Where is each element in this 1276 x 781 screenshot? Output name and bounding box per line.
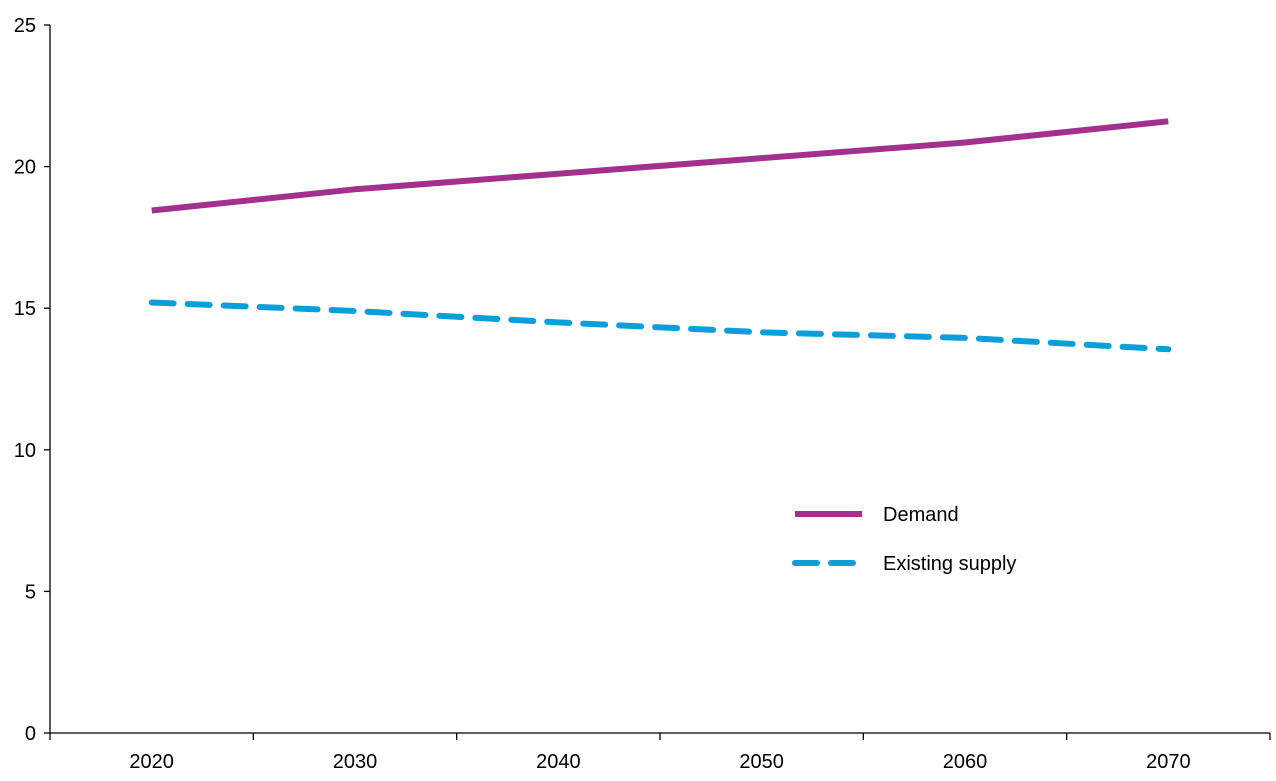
x-tick-label: 2030 (333, 751, 378, 773)
y-tick-label: 0 (25, 723, 36, 745)
legend-label-0: Demand (883, 504, 959, 526)
legend: Demand Existing supply (792, 504, 1016, 575)
y-axis: 0 5 10 15 20 25 (14, 15, 51, 745)
y-tick-label: 20 (14, 157, 36, 179)
series-lines (148, 118, 1172, 353)
y-tick-label: 15 (14, 298, 36, 320)
x-tick-label: 2060 (943, 751, 988, 773)
y-tick-label: 10 (14, 440, 36, 462)
y-tick-label: 25 (14, 15, 36, 37)
series-line-0 (151, 118, 1169, 214)
x-tick-label: 2020 (129, 751, 174, 773)
x-tick-label: 2070 (1146, 751, 1191, 773)
x-axis: 2020 2030 2040 2050 2060 2070 (49, 732, 1271, 773)
x-tick-label: 2040 (536, 751, 581, 773)
x-tick-label: 2050 (739, 751, 784, 773)
y-tick-label: 5 (25, 581, 36, 603)
legend-label-1: Existing supply (883, 553, 1016, 575)
series-line-1 (148, 299, 1172, 353)
